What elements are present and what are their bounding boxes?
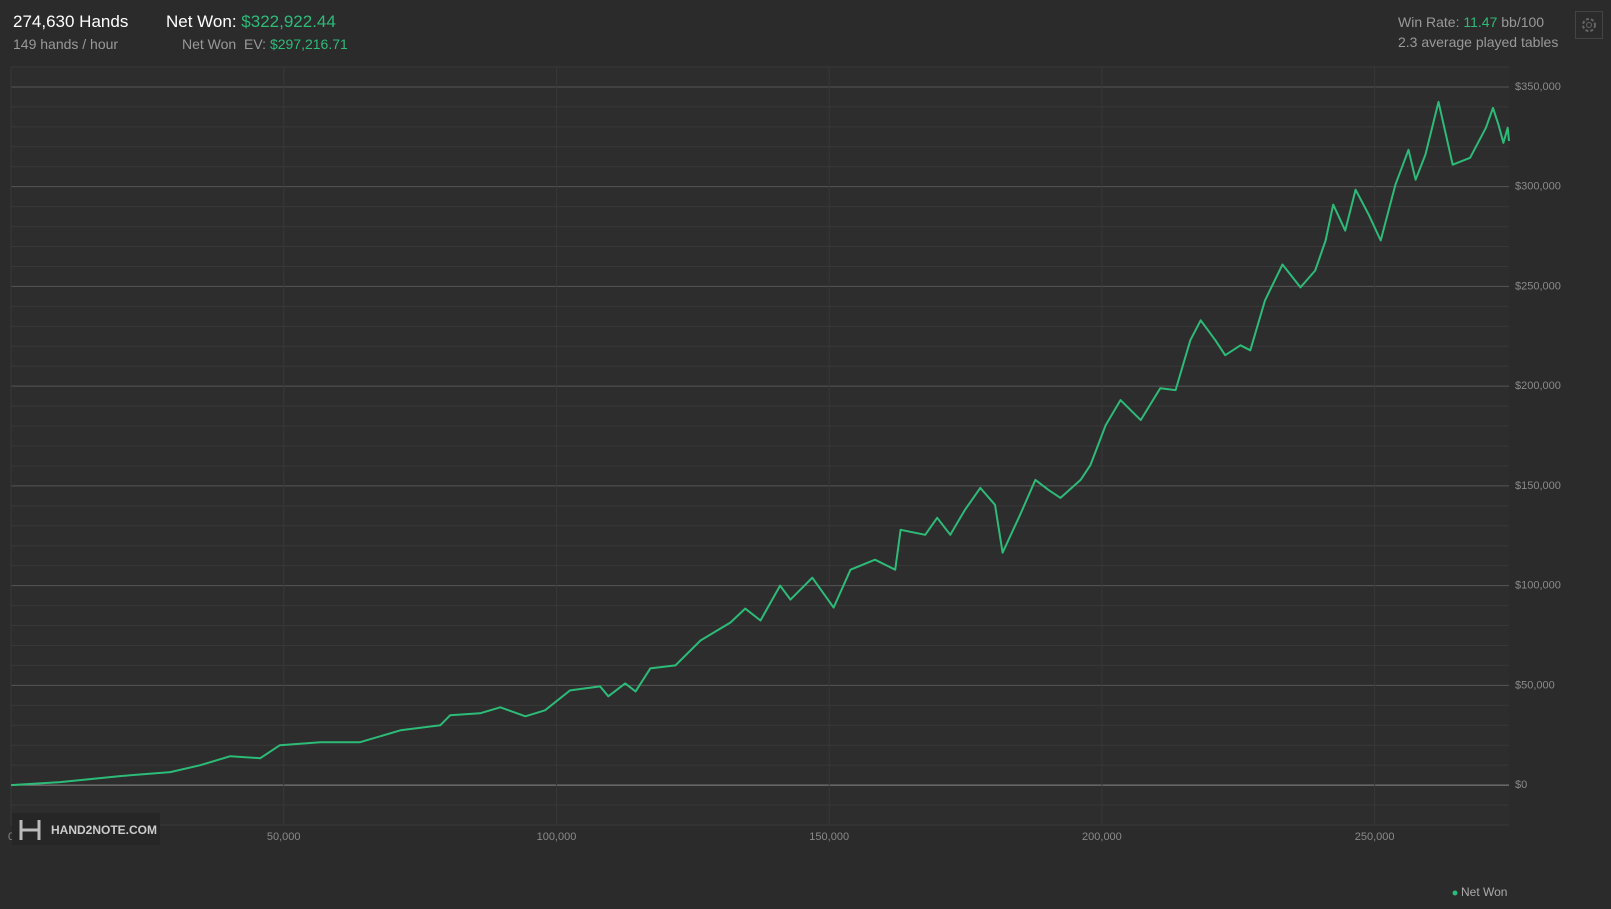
legend-swatch: [1452, 890, 1458, 896]
value: 11.47: [1463, 14, 1498, 30]
logo-icon: [19, 820, 41, 840]
logo-text: HAND2NOTE.COM: [51, 823, 157, 837]
y-tick-label: $100,000: [1515, 580, 1561, 592]
settings-button[interactable]: [1575, 11, 1603, 39]
unit: bb/100: [1501, 14, 1545, 30]
y-tick-label: $0: [1515, 779, 1527, 791]
x-tick-label: 0: [8, 831, 14, 843]
gear-icon: [1582, 18, 1596, 32]
value: $322,922.44: [241, 12, 336, 31]
logo: HAND2NOTE.COM: [12, 813, 160, 845]
win-rate: Win Rate: 11.47 bb/100: [1398, 14, 1544, 30]
y-tick-label: $150,000: [1515, 480, 1561, 492]
net-won-ev: Net Won EV: $297,216.71: [182, 36, 348, 52]
series-line: [10, 100, 1510, 787]
hands-count: 274,630 Hands: [13, 12, 129, 31]
y-tick-label: $350,000: [1515, 81, 1561, 93]
y-tick-label: $50,000: [1515, 679, 1555, 691]
label: Net Won EV:: [182, 36, 267, 52]
x-tick-label: 250,000: [1355, 831, 1395, 843]
y-tick-label: $250,000: [1515, 280, 1561, 292]
tables: 2.3 average played tables: [1398, 34, 1559, 50]
x-tick-label: 50,000: [267, 831, 301, 843]
legend-label: Net Won: [1461, 885, 1507, 899]
label: Net Won:: [166, 12, 237, 31]
y-tick-label: $300,000: [1515, 181, 1561, 193]
net-won: Net Won: $322,922.44: [166, 12, 336, 32]
value: $297,216.71: [269, 36, 348, 52]
x-tick-label: 100,000: [537, 831, 577, 843]
label: Win Rate:: [1398, 14, 1460, 30]
x-tick-label: 150,000: [809, 831, 849, 843]
hands-per-hour: 149 hands / hour: [13, 36, 119, 52]
x-tick-label: 200,000: [1082, 831, 1122, 843]
y-tick-label: $200,000: [1515, 380, 1561, 392]
